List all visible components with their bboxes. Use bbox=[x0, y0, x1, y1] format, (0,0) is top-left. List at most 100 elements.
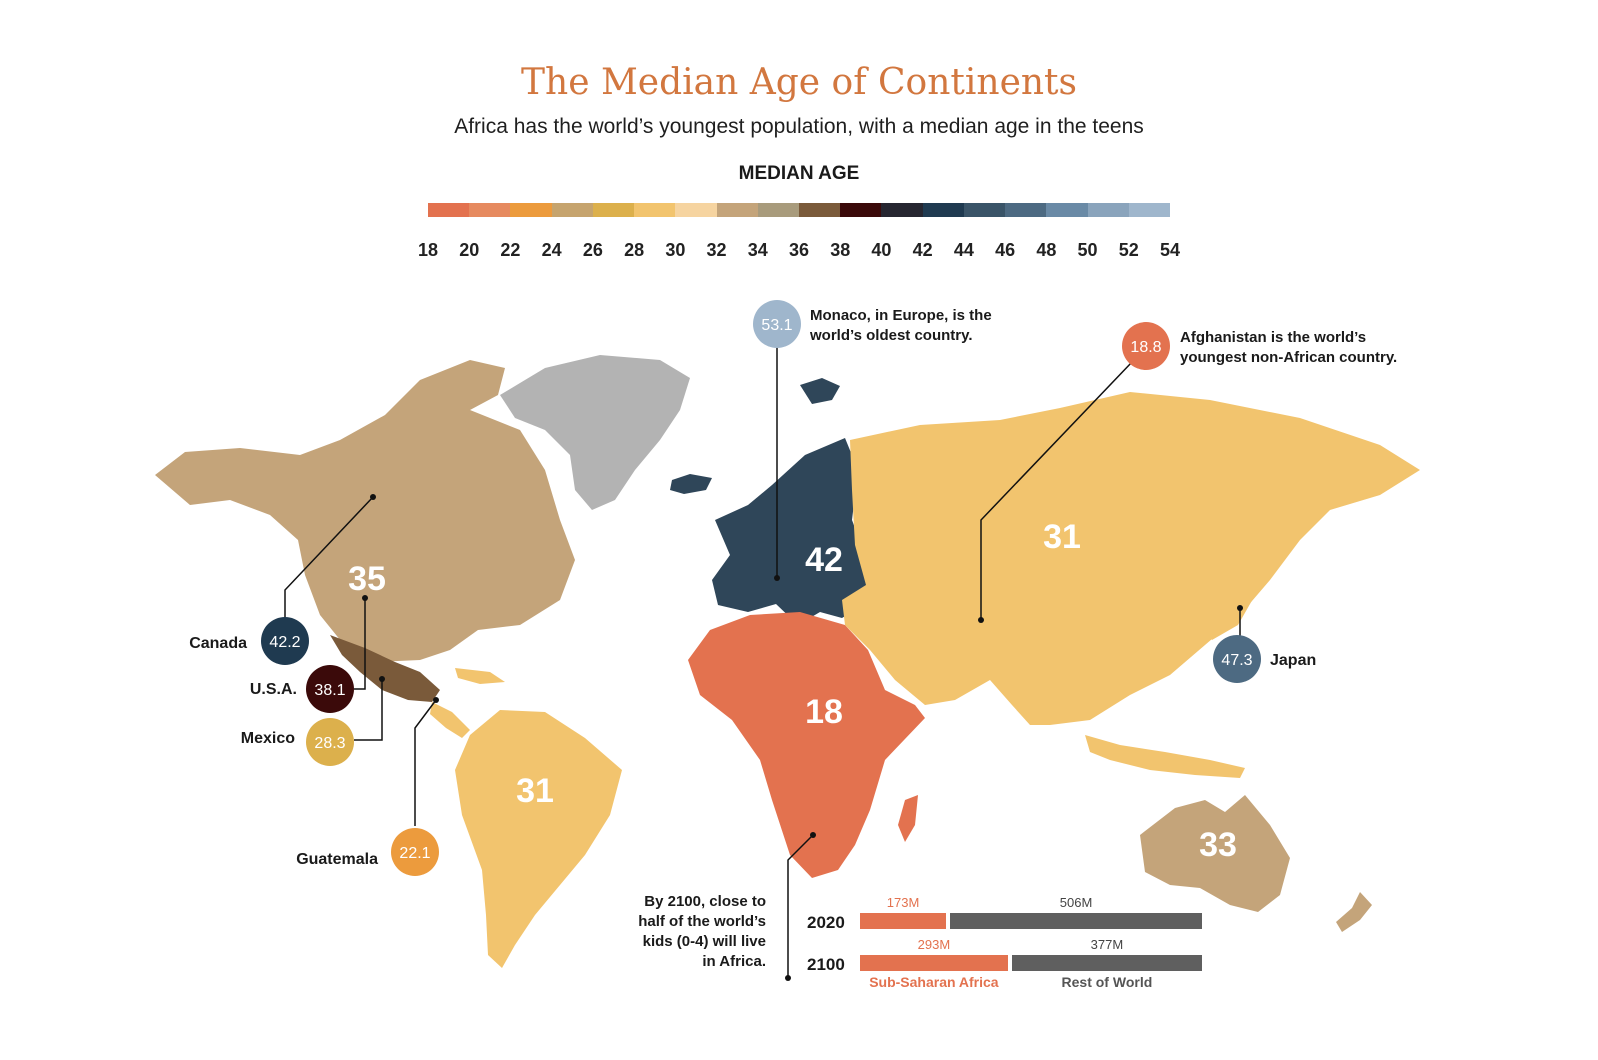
legend-tick-label: 24 bbox=[541, 240, 562, 260]
legend-swatch bbox=[716, 203, 758, 217]
madagascar-shape bbox=[898, 795, 918, 842]
legend-swatch bbox=[1128, 203, 1170, 217]
pop-year-2100: 2100 bbox=[807, 955, 845, 974]
bubble-value-canada: 42.2 bbox=[269, 634, 300, 651]
chart-title: The Median Age of Continents bbox=[521, 62, 1077, 103]
note-afghanistan-line-1: Afghanistan is the world’s bbox=[1180, 329, 1367, 346]
legend-tick-label: 36 bbox=[788, 240, 810, 260]
bubble-mexico bbox=[306, 718, 354, 766]
legend-tick-label: 50 bbox=[1077, 240, 1098, 260]
bubble-value-afghanistan: 18.8 bbox=[1130, 339, 1161, 356]
bubble-value-monaco: 53.1 bbox=[761, 317, 792, 334]
legend-tick-label: 46 bbox=[995, 240, 1016, 260]
leader-dot-canada bbox=[370, 494, 376, 500]
leader-line-mexico bbox=[354, 679, 383, 741]
legend-swatch bbox=[881, 203, 923, 217]
bubble-value-japan: 47.3 bbox=[1221, 652, 1252, 669]
legend-swatch bbox=[428, 203, 470, 217]
legend-tick-label: 42 bbox=[912, 240, 933, 260]
north-america-shape bbox=[155, 360, 575, 662]
pop-legend-rest: Rest of World bbox=[1061, 974, 1153, 990]
leader-dot-africa-population-end bbox=[785, 975, 791, 981]
legend-swatch bbox=[798, 203, 841, 217]
legend-swatch bbox=[840, 203, 882, 217]
svalbard-shape bbox=[800, 378, 840, 404]
leader-line-canada bbox=[284, 496, 374, 620]
region-label-europe: 42 bbox=[805, 541, 843, 579]
chart-subtitle: Africa has the world’s youngest populati… bbox=[454, 115, 1144, 138]
pop-value-rest-2020: 506M bbox=[1059, 895, 1093, 910]
pop-bar-rest-2020 bbox=[950, 913, 1202, 929]
leader-line-usa bbox=[354, 598, 366, 690]
note-population-line-1: By 2100, close to bbox=[644, 893, 766, 910]
leader-dot-africa-population bbox=[810, 832, 816, 838]
pop-bar-africa-2020 bbox=[860, 913, 947, 929]
bubble-value-mexico: 28.3 bbox=[314, 735, 345, 752]
region-label-oceania: 33 bbox=[1199, 826, 1237, 864]
note-afghanistan: Afghanistan is the world’s youngest non-… bbox=[1180, 328, 1397, 368]
note-monaco: Monaco, in Europe, is the world’s oldest… bbox=[810, 306, 992, 346]
legend-tick-label: 54 bbox=[1159, 240, 1181, 260]
pop-legend-africa: Sub-Saharan Africa bbox=[869, 974, 999, 990]
legend-tick-label: 26 bbox=[582, 240, 603, 260]
japan-shape bbox=[1205, 570, 1258, 640]
bubble-usa bbox=[306, 665, 354, 713]
note-afghanistan-line-2: youngest non-African country. bbox=[1180, 349, 1398, 366]
central-america-shape bbox=[430, 702, 470, 738]
region-label-asia: 31 bbox=[1043, 518, 1081, 556]
legend-tick-label: 44 bbox=[953, 240, 974, 260]
region-label-south-america: 31 bbox=[516, 772, 554, 810]
bubble-value-guatemala: 22.1 bbox=[399, 845, 430, 862]
legend-tick-label: 34 bbox=[747, 240, 768, 260]
country-label-japan: Japan bbox=[1270, 652, 1316, 669]
bubble-monaco bbox=[753, 300, 801, 348]
bubble-value-usa: 38.1 bbox=[314, 682, 345, 699]
legend-tick-label: 32 bbox=[706, 240, 727, 260]
legend-tick-label: 38 bbox=[830, 240, 851, 260]
bubble-japan bbox=[1213, 635, 1261, 683]
australia-shape bbox=[1140, 795, 1290, 912]
bubble-canada bbox=[261, 617, 309, 665]
country-label-canada: Canada bbox=[189, 635, 247, 652]
bubble-afghanistan bbox=[1122, 322, 1170, 370]
country-label-usa: U.S.A. bbox=[250, 681, 297, 698]
region-label-north-america: 35 bbox=[348, 560, 386, 598]
legend-tick-label: 40 bbox=[871, 240, 892, 260]
leader-dot-monaco bbox=[774, 575, 780, 581]
note-population-line-3: kids (0-4) will live bbox=[642, 933, 766, 950]
asia-shape bbox=[842, 392, 1420, 725]
legend-swatch bbox=[922, 203, 964, 217]
indonesia-shape bbox=[1085, 735, 1245, 778]
note-population-line-4: in Africa. bbox=[702, 953, 766, 970]
mexico-shape bbox=[330, 635, 440, 702]
leader-dot-japan bbox=[1237, 605, 1243, 611]
pop-value-africa-2020: 173M bbox=[886, 895, 920, 910]
note-monaco-line-1: Monaco, in Europe, is the bbox=[810, 307, 992, 324]
caribbean-shape bbox=[455, 668, 505, 684]
bubble-guatemala bbox=[391, 828, 439, 876]
south-america-shape bbox=[455, 710, 622, 968]
country-label-guatemala: Guatemala bbox=[296, 851, 378, 868]
legend-swatch bbox=[963, 203, 1006, 217]
legend-tick-label: 52 bbox=[1118, 240, 1139, 260]
legend-swatch bbox=[634, 203, 676, 217]
region-label-africa: 18 bbox=[805, 693, 843, 731]
greenland-shape bbox=[500, 355, 690, 510]
legend-tick-label: 28 bbox=[624, 240, 645, 260]
pop-bar-africa-2100 bbox=[860, 955, 1008, 971]
legend-swatch bbox=[757, 203, 799, 217]
legend-swatch bbox=[1005, 203, 1047, 217]
leader-line-africa-population bbox=[787, 834, 814, 978]
legend-swatch bbox=[1046, 203, 1088, 217]
africa-shape bbox=[688, 612, 925, 878]
note-monaco-line-2: world’s oldest country. bbox=[810, 327, 973, 344]
pop-bar-rest-2100 bbox=[1011, 955, 1202, 971]
legend-title: MEDIAN AGE bbox=[738, 163, 860, 184]
pop-year-2020: 2020 bbox=[807, 913, 845, 932]
legend-tick-label: 48 bbox=[1036, 240, 1057, 260]
legend-swatch bbox=[551, 203, 593, 217]
legend-swatch bbox=[675, 203, 717, 217]
pop-value-africa-2100: 293M bbox=[917, 937, 951, 952]
leader-dot-afghanistan bbox=[978, 617, 984, 623]
